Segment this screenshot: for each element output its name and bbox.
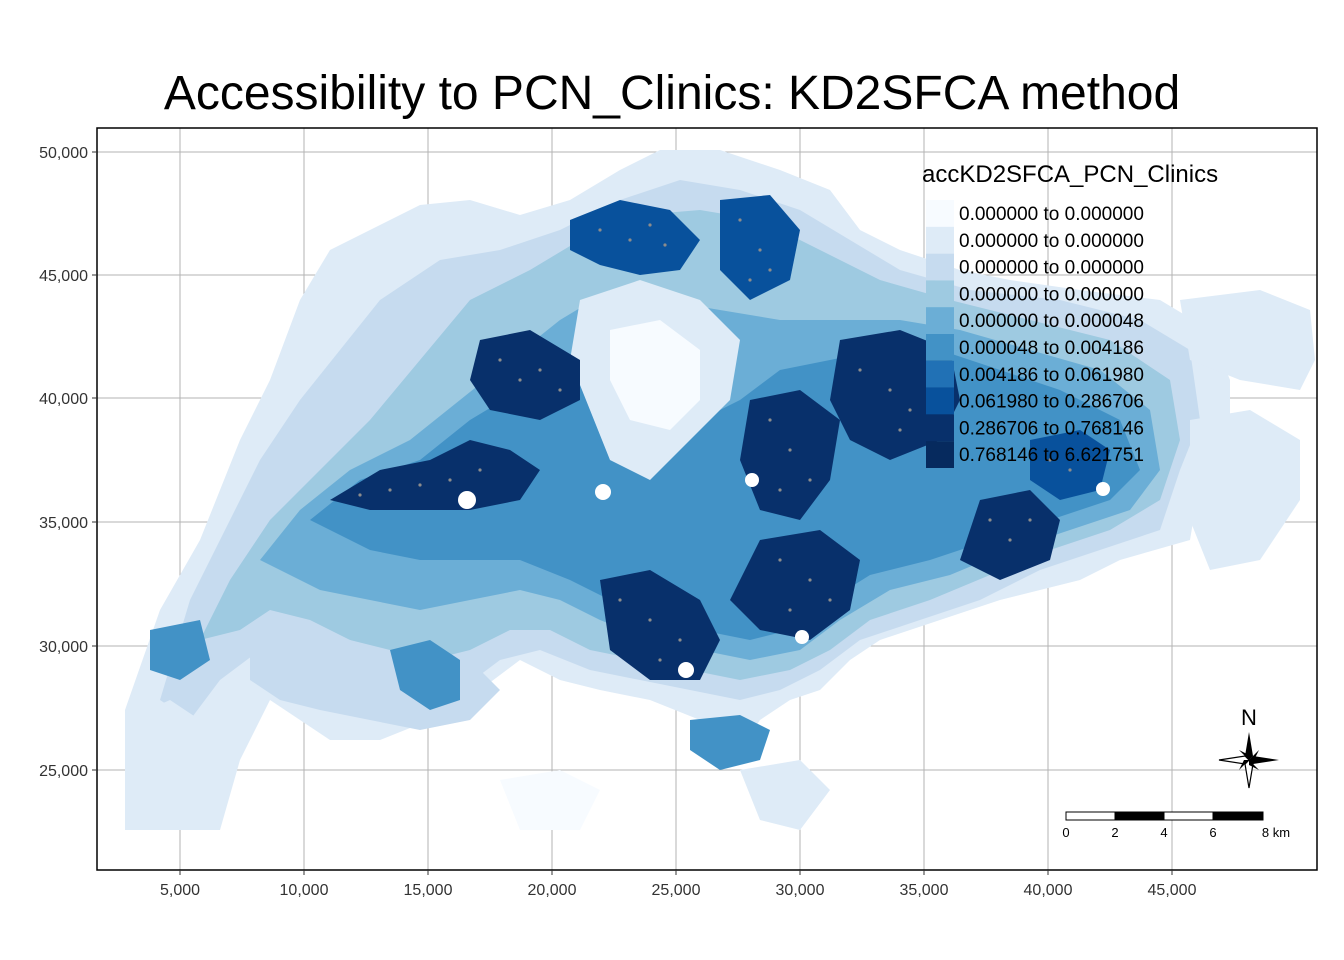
y-tick-label: 35,000 [39,515,88,532]
changi-east [1190,410,1300,570]
legend-label: 0.004186 to 0.061980 [959,365,1144,386]
legend-swatch [926,226,954,254]
x-tick-label: 10,000 [280,882,329,899]
scale-label: 4 [1160,825,1167,840]
pulau-ubin [1180,290,1315,390]
scale-label: 0 [1062,825,1069,840]
north-label: N [1241,705,1257,730]
scale-label: 2 [1111,825,1118,840]
cluster-tampines [1030,430,1110,500]
legend-swatch [926,387,954,415]
cluster-north [570,200,700,275]
y-tick-label: 50,000 [39,145,88,162]
y-tick-label: 25,000 [39,763,88,780]
legend-label: 0.000000 to 0.000000 [959,231,1144,252]
cluster-south [730,530,860,640]
legend-swatch [926,253,954,281]
central-reserve-core [610,320,700,430]
tuas-patch [150,620,210,680]
southern-islets-2 [740,760,830,830]
legend-label: 0.061980 to 0.286706 [959,392,1144,413]
tuas-west [125,700,200,830]
legend-swatch [926,200,954,227]
scale-label: 6 [1209,825,1216,840]
legend-title: accKD2SFCA_PCN_Clinics [922,161,1218,188]
clinic-points [358,218,1072,662]
legend-label: 0.000000 to 0.000000 [959,284,1144,305]
cluster-east2 [960,490,1060,580]
cluster-west [330,440,540,510]
legend-swatch [926,307,954,334]
legend-swatch [926,441,954,468]
x-tick-label: 25,000 [652,882,701,899]
x-tick-label: 40,000 [1024,882,1073,899]
legend-label: 0.000000 to 0.000000 [959,258,1144,279]
cluster-southwest [600,570,720,680]
cluster-bukit [470,330,580,420]
map-title: Accessibility to PCN_Clinics: KD2SFCA me… [163,67,1181,120]
compass-icon [1245,732,1253,760]
legend-label: 0.000048 to 0.004186 [959,338,1144,359]
y-tick-label: 40,000 [39,391,88,408]
legend-label: 0.000000 to 0.000048 [959,311,1144,332]
x-tick-label: 15,000 [404,882,453,899]
legend-label: 0.286706 to 0.768146 [959,418,1144,439]
x-tick-label: 20,000 [528,882,577,899]
legend-label: 0.000000 to 0.000000 [959,204,1144,225]
jurong-core [390,640,460,710]
scale-label: 8 km [1262,825,1290,840]
y-tick-label: 30,000 [39,639,88,656]
legend-swatch [926,414,954,442]
sentosa [690,715,770,770]
scale-bar: 0 2 4 6 8 km [1062,811,1290,840]
x-tick-label: 5,000 [160,882,200,899]
x-tick-label: 35,000 [900,882,949,899]
y-axis: 50,000 45,000 40,000 35,000 30,000 25,00… [39,145,97,780]
legend-swatch [926,280,954,308]
cluster-central [740,390,840,520]
legend-label: 0.768146 to 6.621751 [959,445,1144,466]
legend-swatch [926,360,954,388]
north-arrow: N [1218,705,1279,789]
y-tick-label: 45,000 [39,268,88,285]
x-tick-label: 30,000 [776,882,825,899]
x-axis: 5,000 10,000 15,000 20,000 25,000 30,000… [160,870,1197,899]
legend: accKD2SFCA_PCN_Clinics 0.000000 to 0.000… [922,161,1218,468]
southern-islets [500,770,600,830]
panel-border [96,127,1318,871]
x-tick-label: 45,000 [1148,882,1197,899]
legend-swatch [926,334,954,361]
